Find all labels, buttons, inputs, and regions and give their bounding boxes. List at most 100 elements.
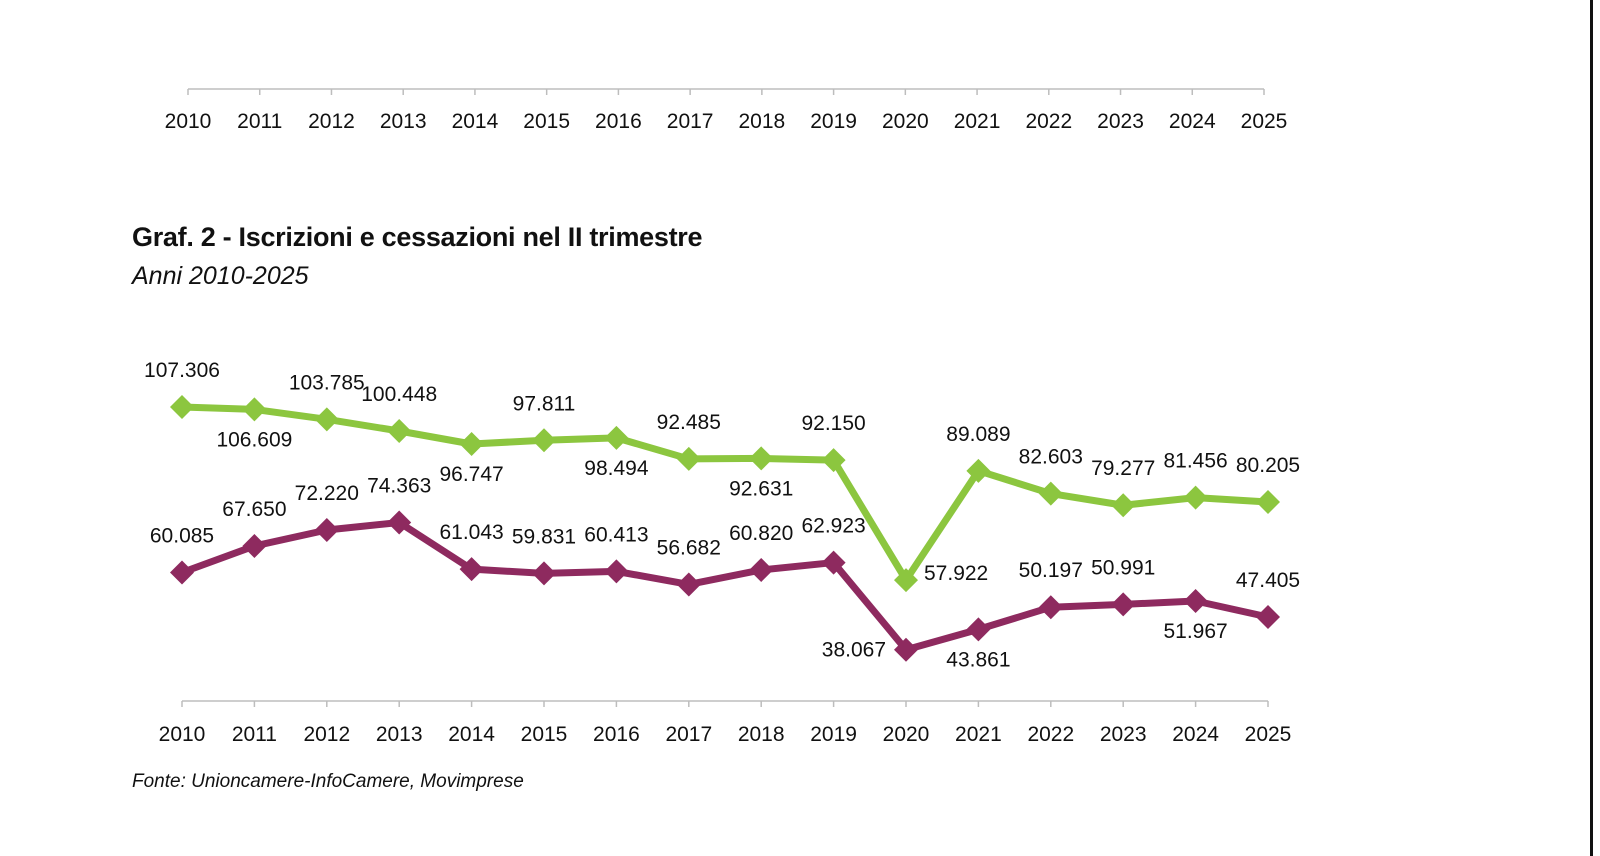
series-1-point [749,446,774,471]
line-chart: 2010 2011 2012 2013 2014 2015 2016 2017 2018 2019… [144,359,1300,746]
series-1-data-label: 92.631 [729,477,793,500]
series-1-data-label: 57.922 [924,562,988,585]
x-tick-label: 2016 [593,723,640,746]
previous-chart-x-axis: 2010 2011 2012 2013 2014 2015 2016 2017 2018 2019… [165,88,1288,133]
series-2-data-label: 56.682 [657,536,721,559]
series-1-data-label: 92.150 [801,412,865,435]
series-1-point [676,446,701,471]
previous-chart-tick-label: 2018 [739,110,786,133]
series-2-data-label: 67.650 [222,498,286,521]
series-2-point [821,550,846,575]
series-2-data-label: 61.043 [439,521,503,544]
series-2-data-label: 50.991 [1091,556,1155,579]
previous-chart-tick-label: 2014 [452,110,499,133]
series-1-data-label: 80.205 [1236,454,1300,477]
series-2-point [1111,592,1136,617]
series-2-data-label: 50.197 [1019,559,1083,582]
previous-chart-tick-label: 2015 [523,110,570,133]
series-1-data-label: 106.609 [216,428,292,451]
x-tick-label: 2018 [738,723,785,746]
series-2-data-label: 60.085 [150,525,214,548]
source-note: Fonte: Unioncamere-InfoCamere, Movimpres… [132,771,524,792]
series-1-data-label: 96.747 [439,463,503,486]
series-2-point [459,557,484,582]
x-tick-label: 2015 [521,723,568,746]
series-2-line [178,518,1272,654]
previous-chart-tick-label: 2022 [1025,110,1072,133]
series-1-data-label: 97.811 [513,392,576,415]
series-2-data-label: 51.967 [1163,620,1227,643]
x-tick-label: 2023 [1100,723,1147,746]
series-2-point [966,617,991,642]
series-1-data-label: 100.448 [361,383,437,406]
series-2-point [1183,588,1208,613]
series-2-point [604,559,629,584]
series-2-data-label: 47.405 [1236,569,1300,592]
series-2-point [242,534,267,559]
x-tick-label: 2022 [1027,723,1074,746]
series-1-data-label: 79.277 [1091,457,1155,480]
series-1-data-label: 92.485 [657,411,721,434]
x-tick-label: 2010 [159,723,206,746]
series-2-point [170,560,194,585]
series-1-point [314,407,339,432]
series-2-point [1256,604,1280,629]
series-1-point [532,428,556,453]
series-2-point [676,572,701,597]
series-2-point [532,561,556,586]
x-tick-label: 2020 [883,723,930,746]
series-2-point [894,637,918,662]
series-2-data-label: 62.923 [801,515,865,538]
series-2-point [314,517,339,542]
series-1-point [821,448,846,473]
series-1-data-label: 89.089 [946,423,1010,446]
previous-chart-tick-label: 2012 [308,110,355,133]
series-2-point [749,557,774,582]
series-2-data-label: 59.831 [512,525,576,548]
x-tick-label: 2014 [448,723,495,746]
previous-chart-tick-label: 2017 [667,110,714,133]
chart-title: Graf. 2 - Iscrizioni e cessazioni nel II… [132,222,703,252]
series-1-point [1038,481,1063,506]
x-tick-label: 2012 [303,723,350,746]
series-2-data-label: 72.220 [295,482,359,505]
series-1-point [1183,485,1208,510]
series-1-data-label: 98.494 [584,457,649,480]
x-tick-label: 2011 [232,723,277,746]
previous-chart-tick-label: 2019 [810,110,857,133]
series-2-data-label: 74.363 [367,474,431,497]
series-2-point [1038,595,1063,620]
series-1-point [387,419,412,444]
series-1-point [966,458,991,483]
series-2-data-label: 60.820 [729,522,793,545]
page-edge-line [1590,0,1593,856]
series-2-data-label: 60.413 [584,523,648,546]
series-1-point [1111,493,1136,518]
series-1-point [1256,489,1280,514]
series-1-point [459,431,484,456]
x-tick-label: 2021 [955,723,1002,746]
series-1-data-label: 107.306 [144,359,220,382]
series-1-point [604,425,629,450]
chart-subtitle: Anni 2010-2025 [132,262,309,290]
series-2-data-label: 43.861 [946,648,1010,671]
previous-chart-tick-label: 2010 [165,110,212,133]
previous-chart-tick-label: 2016 [595,110,642,133]
series-1-point [170,394,194,419]
previous-chart-tick-label: 2025 [1241,110,1288,133]
previous-chart-axis-group: 2010 2011 2012 2013 2014 2015 2016 2017 2018 2019… [165,88,1288,133]
previous-chart-tick-label: 2013 [380,110,427,133]
previous-chart-tick-label: 2020 [882,110,929,133]
previous-chart-tick-label: 2021 [954,110,1001,133]
x-tick-label: 2024 [1172,723,1219,746]
series-1-data-label: 103.785 [289,371,365,394]
x-tick-label: 2017 [665,723,712,746]
series-1-point [894,568,918,593]
previous-chart-tick-label: 2024 [1169,110,1216,133]
series-1-data-label: 81.456 [1163,450,1227,473]
series-1-point [242,397,267,422]
x-tick-label: 2013 [376,723,423,746]
series-2-data-label: 38.067 [822,639,886,662]
x-tick-label: 2019 [810,723,857,746]
series-1-line [178,403,1272,584]
